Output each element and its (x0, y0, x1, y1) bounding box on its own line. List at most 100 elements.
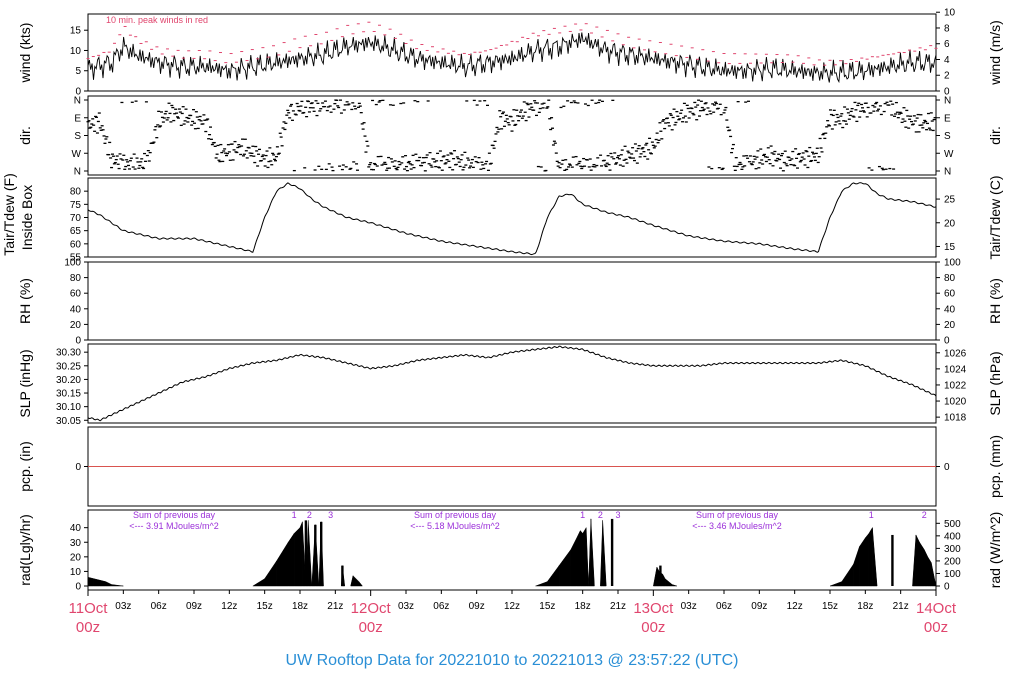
rh-right-tick-label: 20 (944, 320, 956, 331)
radiation-area (276, 541, 289, 587)
radiation-marker: 3 (328, 510, 333, 520)
time-tick-label: 12z (504, 601, 520, 612)
radiation-area (352, 575, 360, 587)
rad-left-axis-label: rad(Lgly/hr) (17, 514, 33, 586)
radiation-spike (314, 524, 317, 586)
rh-left-axis-label: RH (%) (17, 278, 33, 324)
time-tick-label: 03z (398, 601, 414, 612)
wind-right-tick-label: 8 (944, 23, 950, 34)
radiation-area (287, 532, 295, 587)
radiation-marker: 1 (580, 510, 585, 520)
rh-left-tick-label: 0 (75, 336, 81, 347)
wind-right-tick-label: 6 (944, 39, 950, 50)
slp-left-tick-label: 30.10 (56, 402, 81, 413)
radiation-area (927, 555, 932, 587)
pcp-right-tick-label: 0 (944, 462, 950, 473)
slp-right-tick-label: 1020 (944, 397, 967, 408)
wind-left-tick-label: 10 (70, 46, 82, 57)
day-time-label: 00z (359, 619, 383, 636)
rad-right-axis-label: rad (W/m^2) (987, 512, 1003, 589)
radiation-area (105, 581, 112, 587)
rad-left-tick-label: 40 (70, 523, 82, 534)
radiation-area (868, 526, 873, 587)
temp-left-axis-label-2: Inside Box (19, 185, 35, 250)
radiation-area (299, 521, 303, 587)
dir-left-tick-label: S (74, 131, 81, 142)
temp-right-tick-label: 20 (944, 218, 956, 229)
radiation-marker: 2 (307, 510, 312, 520)
radiation-area (358, 580, 363, 587)
dir-left-tick-label: E (74, 113, 81, 124)
temp-left-tick-label: 60 (70, 239, 82, 250)
pcp-left-tick-label: 0 (75, 462, 81, 473)
rh-right-tick-label: 80 (944, 273, 956, 284)
radiation-area (99, 579, 106, 587)
radiation-area (590, 518, 595, 587)
time-tick-label: 21z (610, 601, 626, 612)
daily-sum-label: Sum of previous day (133, 510, 216, 520)
radiation-area (580, 529, 583, 587)
time-tick-label: 06z (151, 601, 167, 612)
radiation-marker: 3 (615, 510, 620, 520)
rad-right-tick-label: 300 (944, 544, 961, 555)
rad-right-tick-label: 400 (944, 531, 961, 542)
wind-right-tick-label: 10 (944, 8, 956, 19)
temp-right-tick-label: 15 (944, 242, 956, 253)
day-time-label: 00z (76, 619, 100, 636)
rad-left-tick-label: 10 (70, 567, 82, 578)
daily-sum-label: Sum of previous day (414, 510, 497, 520)
radiation-area (93, 578, 101, 587)
radiation-area (117, 584, 124, 587)
time-tick-label: 21z (893, 601, 909, 612)
slp-left-tick-label: 30.30 (56, 348, 81, 359)
radiation-area (829, 581, 843, 587)
dir-right-tick-label: N (944, 96, 951, 107)
day-date-label: 14Oct (916, 600, 957, 617)
dir-right-axis-label: dir. (987, 126, 1003, 145)
pcp-right-axis-label: pcp. (mm) (987, 435, 1003, 498)
radiation-area (872, 527, 878, 587)
radiation-area (865, 532, 870, 587)
temp-left-tick-label: 80 (70, 187, 82, 198)
radiation-area (923, 549, 929, 587)
rad-right-tick-label: 0 (944, 582, 950, 593)
daily-sum-value: <--- 3.46 MJoules/m^2 (692, 521, 782, 531)
daily-sum-value: <--- 5.18 MJoules/m^2 (410, 521, 500, 531)
wind-left-axis-label: wind (kts) (17, 23, 33, 84)
radiation-area (111, 584, 118, 587)
day-time-label: 00z (924, 619, 948, 636)
slp-panel-frame (87, 343, 937, 424)
rh-left-tick-label: 60 (70, 289, 82, 300)
radiation-area (264, 560, 277, 587)
radiation-area (302, 521, 307, 587)
dir-left-tick-label: N (74, 96, 81, 107)
rh-left-tick-label: 40 (70, 304, 82, 315)
rad-left-tick-label: 20 (70, 552, 82, 563)
dir-left-axis-label: dir. (17, 126, 33, 145)
radiation-area (307, 520, 313, 587)
dir-right-tick-label: W (944, 149, 954, 160)
rh-panel-frame (87, 261, 937, 341)
time-tick-label: 09z (186, 601, 202, 612)
radiation-area (859, 537, 866, 587)
radiation-area (87, 576, 95, 587)
rh-right-tick-label: 0 (944, 336, 950, 347)
radiation-area (662, 574, 666, 587)
dir-panel-frame (87, 95, 937, 176)
rh-left-tick-label: 20 (70, 320, 82, 331)
radiation-area (919, 541, 925, 587)
temp-left-tick-label: 70 (70, 213, 82, 224)
time-tick-label: 18z (292, 601, 308, 612)
slp-left-axis-label: SLP (inHg) (17, 349, 33, 417)
dir-right-tick-label: E (944, 113, 951, 124)
radiation-spike (320, 521, 323, 586)
radiation-spike (304, 520, 308, 586)
dir-right-tick-label: S (944, 131, 951, 142)
time-tick-label: 15z (257, 601, 273, 612)
radiation-marker: 1 (869, 510, 874, 520)
dir-left-tick-label: N (74, 167, 81, 178)
radiation-area (656, 566, 660, 587)
rh-right-tick-label: 40 (944, 304, 956, 315)
dir-left-tick-label: W (72, 149, 82, 160)
slp-left-tick-label: 30.25 (56, 361, 81, 372)
